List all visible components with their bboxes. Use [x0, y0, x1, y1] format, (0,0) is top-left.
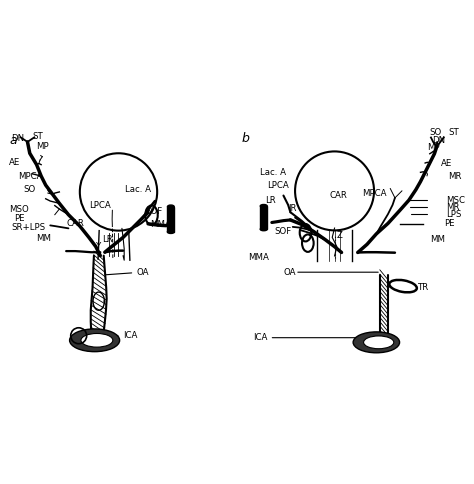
Ellipse shape — [167, 205, 174, 209]
Text: OA: OA — [283, 268, 296, 277]
Text: MPCA: MPCA — [363, 189, 387, 198]
Text: IR: IR — [288, 204, 297, 213]
Bar — [260, 206, 267, 229]
Text: MM: MM — [430, 235, 445, 244]
Text: MR: MR — [448, 172, 462, 182]
Text: MP: MP — [36, 142, 49, 151]
Text: Y: Y — [96, 242, 101, 251]
Bar — [167, 207, 174, 232]
Text: MPCA: MPCA — [18, 171, 43, 181]
Text: DN: DN — [11, 134, 25, 143]
Text: SOF: SOF — [274, 227, 292, 236]
Text: ST: ST — [448, 128, 459, 137]
Ellipse shape — [364, 336, 394, 349]
Text: CAR: CAR — [330, 191, 348, 200]
Ellipse shape — [70, 329, 119, 352]
Text: Z: Z — [337, 231, 343, 240]
Ellipse shape — [353, 332, 400, 353]
Text: MM: MM — [36, 234, 52, 243]
Text: PE: PE — [14, 213, 25, 223]
Text: SO: SO — [430, 128, 442, 137]
Ellipse shape — [260, 227, 267, 231]
Text: a: a — [9, 134, 17, 147]
Ellipse shape — [260, 205, 267, 208]
Text: SO: SO — [23, 185, 35, 194]
Text: PE: PE — [444, 219, 455, 228]
Text: LPS: LPS — [446, 210, 461, 219]
Text: DN: DN — [432, 136, 445, 145]
Text: LPCA: LPCA — [267, 181, 289, 190]
Ellipse shape — [81, 333, 113, 347]
Text: TR: TR — [418, 283, 429, 292]
Text: Lac. A: Lac. A — [125, 185, 151, 194]
Text: SR+LPS: SR+LPS — [11, 223, 46, 232]
Text: MSC: MSC — [446, 196, 465, 205]
Text: MMA: MMA — [248, 253, 270, 261]
Text: LPCA: LPCA — [89, 201, 110, 210]
Text: LR: LR — [102, 235, 113, 244]
Text: AE: AE — [441, 159, 453, 167]
Text: MR: MR — [446, 203, 459, 212]
Text: MP: MP — [428, 143, 440, 152]
Text: LR: LR — [265, 196, 275, 205]
Text: Lac. A: Lac. A — [260, 168, 286, 177]
Text: ST: ST — [32, 132, 43, 141]
Text: ICA: ICA — [123, 331, 137, 340]
Text: AE: AE — [9, 158, 21, 167]
Text: MMA: MMA — [150, 220, 171, 229]
Text: CAR: CAR — [66, 219, 84, 228]
Text: b: b — [242, 132, 249, 145]
Text: SOF: SOF — [146, 207, 163, 216]
Ellipse shape — [167, 230, 174, 233]
Text: MSO: MSO — [9, 205, 29, 213]
Text: ICA: ICA — [253, 333, 268, 342]
Text: OA: OA — [137, 268, 149, 277]
